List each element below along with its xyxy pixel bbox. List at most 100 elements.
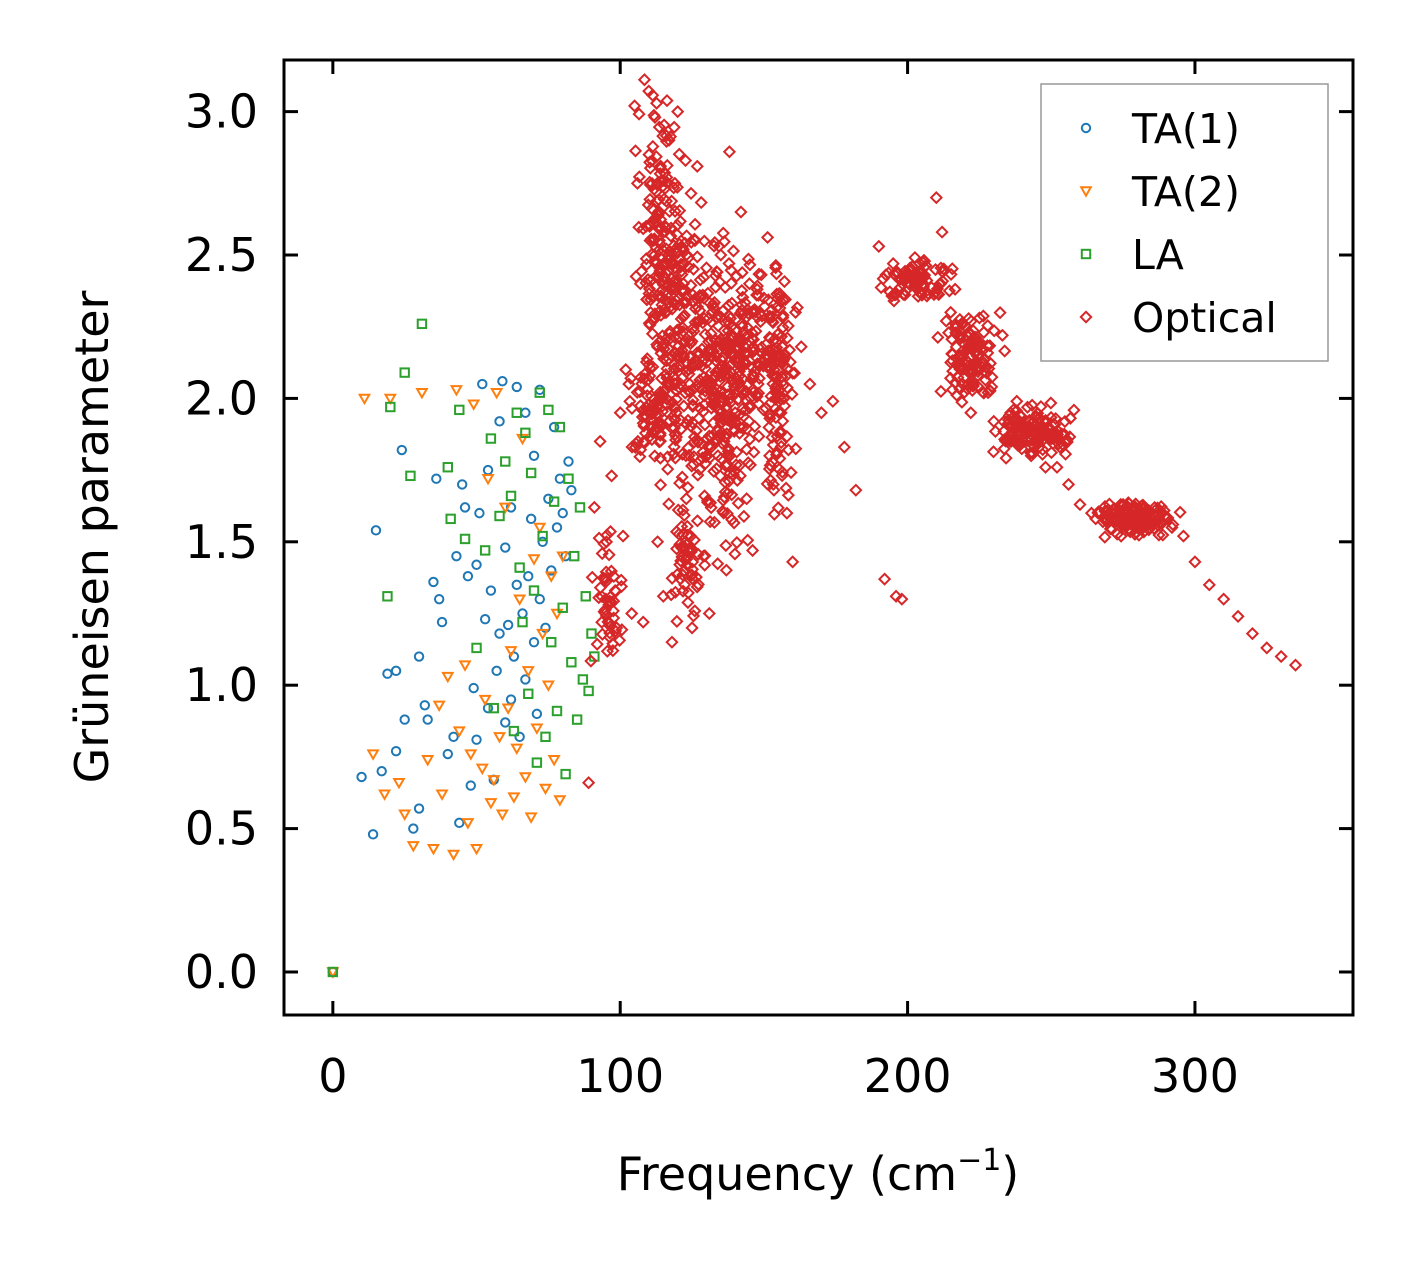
data-point bbox=[493, 732, 507, 744]
data-point bbox=[657, 118, 671, 132]
data-point bbox=[546, 565, 557, 576]
data-point bbox=[676, 527, 690, 542]
data-point bbox=[653, 162, 668, 176]
data-point bbox=[668, 204, 682, 218]
data-point bbox=[935, 225, 949, 239]
data-point bbox=[1050, 460, 1064, 474]
data-point bbox=[660, 397, 674, 411]
data-point bbox=[705, 397, 719, 411]
data-point bbox=[644, 420, 658, 435]
data-point bbox=[640, 257, 654, 272]
data-point bbox=[1061, 477, 1076, 492]
data-point bbox=[399, 367, 410, 378]
data-point bbox=[688, 217, 702, 231]
data-point bbox=[520, 674, 531, 685]
data-point bbox=[669, 433, 683, 447]
data-point bbox=[592, 531, 606, 545]
data-point bbox=[727, 464, 741, 479]
data-point bbox=[961, 377, 976, 392]
data-point bbox=[879, 268, 893, 282]
data-point bbox=[765, 430, 779, 444]
data-point bbox=[719, 538, 733, 553]
data-point bbox=[390, 745, 402, 757]
data-point bbox=[615, 623, 629, 637]
data-point bbox=[436, 616, 448, 628]
data-point bbox=[743, 258, 757, 272]
data-point bbox=[780, 331, 794, 345]
data-point bbox=[672, 298, 687, 312]
data-point bbox=[1102, 497, 1117, 511]
data-point bbox=[665, 255, 679, 269]
data-point bbox=[943, 371, 958, 385]
data-point bbox=[667, 421, 682, 435]
data-point bbox=[382, 668, 393, 679]
data-point bbox=[691, 547, 705, 561]
data-point bbox=[534, 387, 545, 398]
data-point bbox=[587, 500, 601, 515]
data-point bbox=[690, 159, 704, 173]
data-point bbox=[602, 548, 616, 562]
data-point bbox=[491, 665, 502, 677]
data-point bbox=[675, 240, 689, 254]
data-point bbox=[488, 702, 499, 714]
legend-entry: TA(2) bbox=[1079, 168, 1240, 216]
data-point bbox=[639, 355, 654, 369]
data-point bbox=[934, 261, 948, 275]
data-point bbox=[694, 195, 708, 210]
data-point bbox=[459, 502, 471, 513]
plot-frame bbox=[282, 58, 1355, 1017]
data-point bbox=[1115, 518, 1129, 533]
data-point bbox=[760, 230, 775, 245]
data-point bbox=[659, 382, 673, 396]
data-point bbox=[939, 314, 953, 328]
data-point bbox=[577, 674, 589, 685]
data-point bbox=[451, 550, 462, 562]
data-point bbox=[657, 342, 671, 356]
data-point bbox=[376, 766, 387, 777]
data-point bbox=[528, 585, 540, 596]
data-point bbox=[366, 749, 380, 761]
data-point bbox=[677, 284, 691, 298]
data-point bbox=[760, 477, 774, 491]
data-point bbox=[872, 239, 886, 254]
data-point bbox=[778, 399, 792, 413]
data-point bbox=[1023, 414, 1037, 429]
data-point bbox=[487, 775, 501, 787]
data-point bbox=[657, 269, 671, 284]
data-point bbox=[659, 129, 674, 143]
data-point bbox=[685, 568, 699, 582]
data-point bbox=[408, 823, 419, 834]
data-point bbox=[752, 429, 766, 443]
data-point bbox=[703, 515, 717, 529]
data-point bbox=[724, 319, 738, 334]
data-point bbox=[637, 419, 651, 433]
data-point bbox=[664, 588, 678, 602]
data-point bbox=[718, 485, 732, 499]
scatter-points bbox=[326, 73, 1303, 979]
data-point bbox=[746, 361, 760, 375]
data-point bbox=[911, 289, 925, 303]
data-point bbox=[737, 324, 751, 338]
data-point bbox=[667, 181, 681, 195]
data-point bbox=[660, 170, 674, 184]
data-point bbox=[670, 180, 685, 194]
legend-entry: LA bbox=[1080, 231, 1184, 279]
data-point bbox=[704, 440, 719, 454]
data-point bbox=[745, 326, 759, 340]
data-point bbox=[1073, 497, 1087, 512]
data-point bbox=[741, 533, 755, 547]
data-point bbox=[733, 382, 747, 396]
data-point bbox=[370, 525, 382, 536]
data-point bbox=[1274, 649, 1288, 664]
data-point bbox=[461, 818, 475, 830]
data-point bbox=[646, 392, 661, 407]
data-point bbox=[675, 470, 689, 484]
data-point bbox=[441, 671, 455, 684]
data-point bbox=[521, 666, 535, 678]
data-point bbox=[1044, 396, 1058, 410]
data-point bbox=[383, 393, 397, 406]
data-point bbox=[707, 464, 721, 479]
data-point bbox=[531, 708, 543, 720]
data-point bbox=[715, 395, 729, 409]
data-point bbox=[672, 381, 687, 395]
